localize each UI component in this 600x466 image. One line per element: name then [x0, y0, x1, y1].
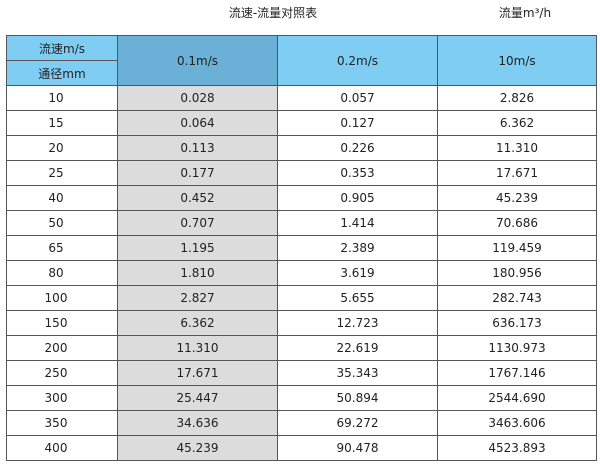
flow-cell: 0.905 [277, 185, 438, 211]
column-header-0.1: 0.1m/s [117, 35, 278, 86]
table-row: 15 0.064 0.127 6.362 [6, 110, 597, 136]
table-row: 80 1.810 3.619 180.956 [6, 260, 597, 286]
table-title: 流速-流量对照表 [228, 6, 318, 20]
flow-cell: 45.239 [437, 185, 597, 211]
flow-cell: 0.064 [117, 110, 278, 136]
flow-cell: 11.310 [437, 135, 597, 161]
flow-cell: 0.707 [117, 210, 278, 236]
diameter-cell: 250 [6, 360, 118, 386]
flow-cell: 2.826 [437, 85, 597, 111]
diameter-cell: 20 [6, 135, 118, 161]
diameter-cell: 80 [6, 260, 118, 286]
flow-rate-table: 流速m/s 0.1m/s 0.2m/s 10m/s 通径mm 10 0.028 0.… [6, 35, 597, 461]
flow-cell: 2.389 [277, 235, 438, 261]
flow-cell: 119.459 [437, 235, 597, 261]
table-row: 200 11.310 22.619 1130.973 [6, 335, 597, 361]
flow-cell: 0.353 [277, 160, 438, 186]
flow-cell: 11.310 [117, 335, 278, 361]
flow-cell: 50.894 [277, 385, 438, 411]
diameter-cell: 100 [6, 285, 118, 311]
flow-cell: 90.478 [277, 435, 438, 461]
column-header-10: 10m/s [437, 35, 597, 86]
flow-cell: 282.743 [437, 285, 597, 311]
diameter-cell: 150 [6, 310, 118, 336]
flow-cell: 3.619 [277, 260, 438, 286]
flow-cell: 2.827 [117, 285, 278, 311]
flow-cell: 0.127 [277, 110, 438, 136]
flow-cell: 5.655 [277, 285, 438, 311]
flow-cell: 0.226 [277, 135, 438, 161]
table-row: 150 6.362 12.723 636.173 [6, 310, 597, 336]
flow-cell: 4523.893 [437, 435, 597, 461]
table-row: 40 0.452 0.905 45.239 [6, 185, 597, 211]
diameter-cell: 25 [6, 160, 118, 186]
flow-cell: 180.956 [437, 260, 597, 286]
diameter-cell: 65 [6, 235, 118, 261]
flow-cell: 35.343 [277, 360, 438, 386]
table-row: 300 25.447 50.894 2544.690 [6, 385, 597, 411]
flow-cell: 0.177 [117, 160, 278, 186]
flow-cell: 22.619 [277, 335, 438, 361]
flow-cell: 0.113 [117, 135, 278, 161]
flow-cell: 1.810 [117, 260, 278, 286]
table-row: 100 2.827 5.655 282.743 [6, 285, 597, 311]
diameter-cell: 350 [6, 410, 118, 436]
flow-cell: 1.195 [117, 235, 278, 261]
flow-cell: 69.272 [277, 410, 438, 436]
table-row: 50 0.707 1.414 70.686 [6, 210, 597, 236]
diameter-cell: 10 [6, 85, 118, 111]
flow-cell: 1767.146 [437, 360, 597, 386]
diameter-cell: 400 [6, 435, 118, 461]
table-row: 250 17.671 35.343 1767.146 [6, 360, 597, 386]
flow-cell: 2544.690 [437, 385, 597, 411]
diameter-cell: 300 [6, 385, 118, 411]
flow-cell: 6.362 [117, 310, 278, 336]
flow-cell: 25.447 [117, 385, 278, 411]
flow-cell: 0.028 [117, 85, 278, 111]
table-row: 10 0.028 0.057 2.826 [6, 85, 597, 111]
velocity-header-label: 流速m/s [6, 35, 118, 61]
diameter-cell: 15 [6, 110, 118, 136]
flow-cell: 12.723 [277, 310, 438, 336]
flow-cell: 0.452 [117, 185, 278, 211]
unit-label: 流量m³/h [498, 6, 552, 20]
table-row: 400 45.239 90.478 4523.893 [6, 435, 597, 461]
flow-cell: 636.173 [437, 310, 597, 336]
flow-cell: 1.414 [277, 210, 438, 236]
diameter-cell: 50 [6, 210, 118, 236]
table-row: 65 1.195 2.389 119.459 [6, 235, 597, 261]
flow-cell: 70.686 [437, 210, 597, 236]
diameter-cell: 40 [6, 185, 118, 211]
table-row: 20 0.113 0.226 11.310 [6, 135, 597, 161]
table-row: 350 34.636 69.272 3463.606 [6, 410, 597, 436]
flow-cell: 17.671 [117, 360, 278, 386]
diameter-header-label: 通径mm [6, 60, 118, 86]
flow-cell: 0.057 [277, 85, 438, 111]
flow-cell: 45.239 [117, 435, 278, 461]
diameter-cell: 200 [6, 335, 118, 361]
flow-cell: 34.636 [117, 410, 278, 436]
column-header-0.2: 0.2m/s [277, 35, 438, 86]
flow-cell: 3463.606 [437, 410, 597, 436]
table-row: 25 0.177 0.353 17.671 [6, 160, 597, 186]
flow-cell: 17.671 [437, 160, 597, 186]
flow-cell: 6.362 [437, 110, 597, 136]
flow-cell: 1130.973 [437, 335, 597, 361]
